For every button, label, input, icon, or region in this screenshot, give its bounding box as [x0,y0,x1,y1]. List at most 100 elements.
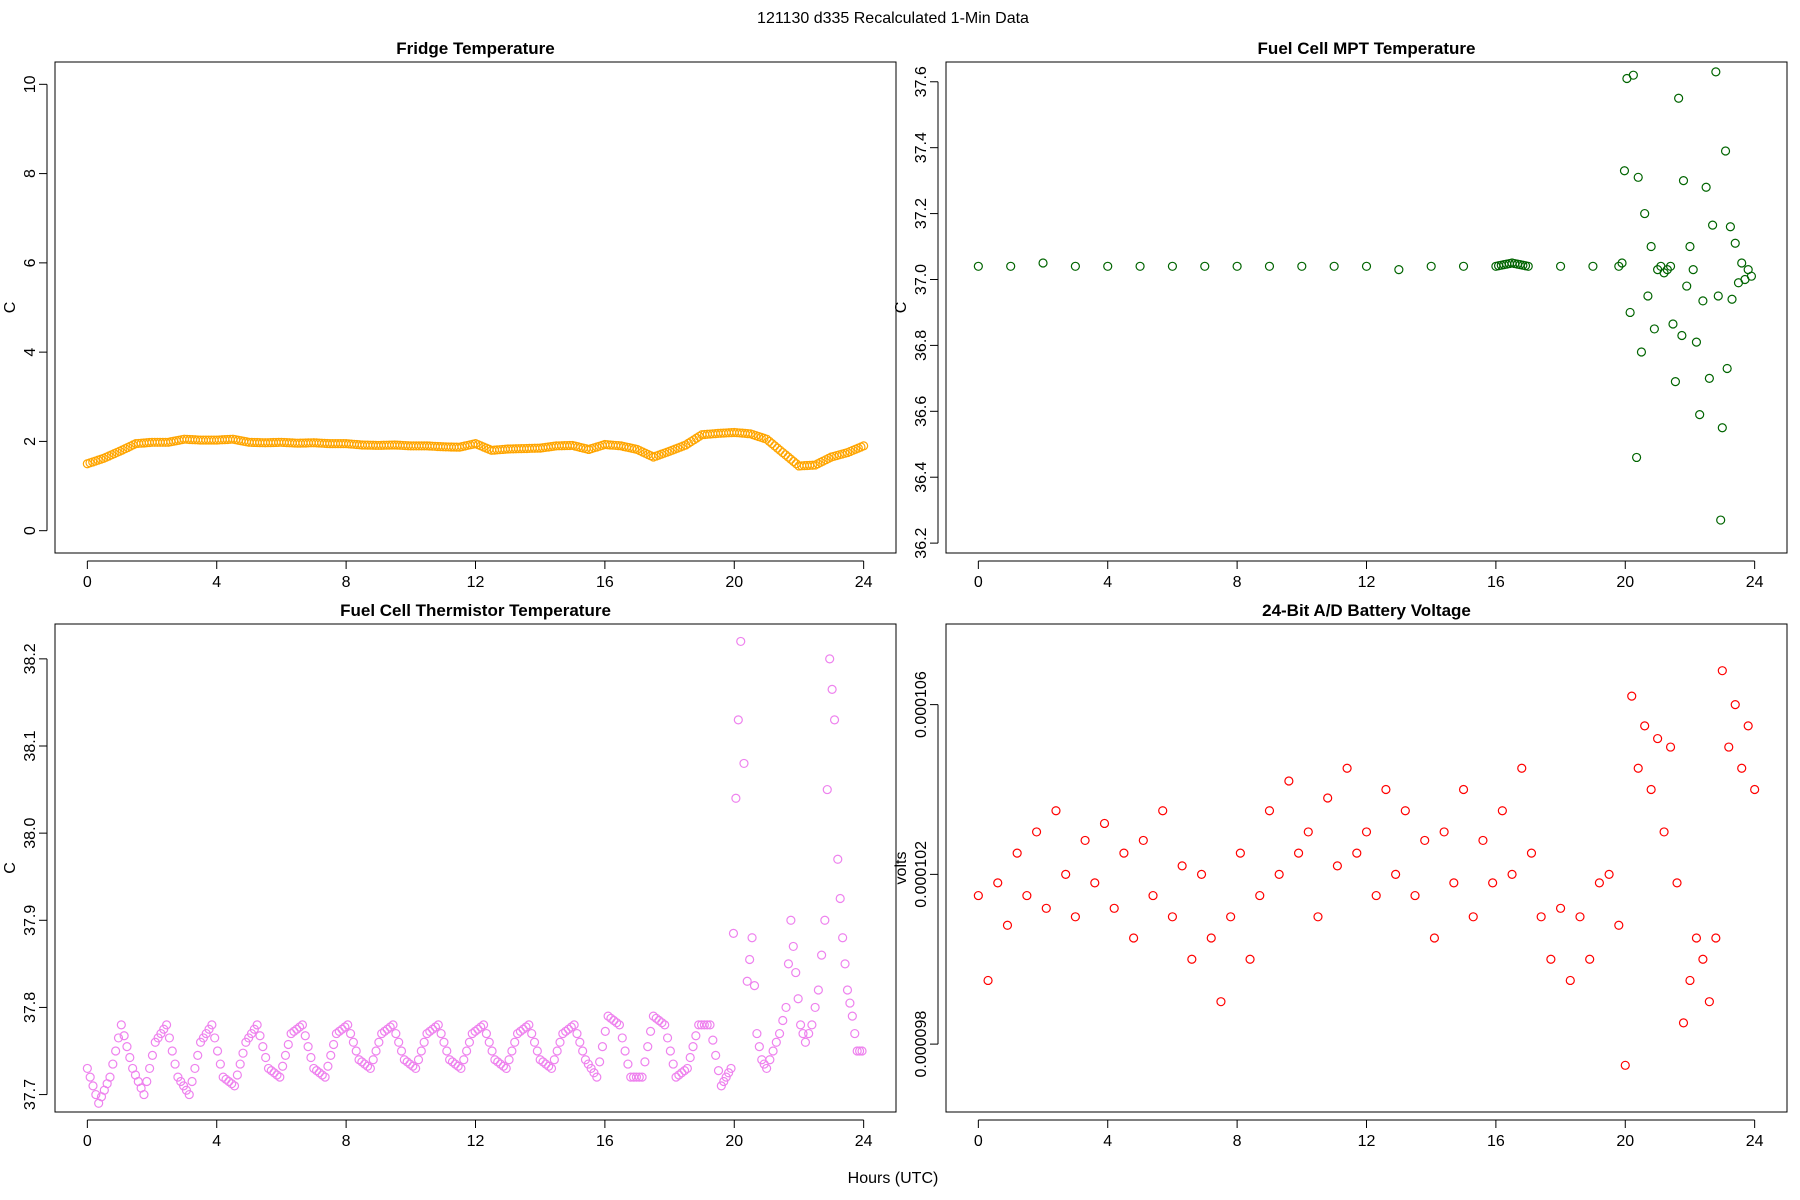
data-point-battery [1497,806,1507,816]
data-point-battery [1724,742,1734,752]
data-point-thermistor [413,1055,424,1065]
data-point-thermistor [800,1037,811,1047]
data-point-thermistor [484,1037,494,1047]
data-point-thermistor [278,1061,288,1071]
data-point-thermistor [835,893,845,904]
data-point-thermistor [453,1061,463,1071]
panel-title-mpt: Fuel Cell MPT Temperature [1258,39,1476,58]
data-point-mpt [1038,258,1048,268]
data-point-mpt [1670,377,1681,387]
data-point-thermistor [411,1063,421,1074]
data-point-thermistor [405,1059,415,1069]
data-point-thermistor [170,1059,180,1069]
x-tick-label-fridge-5: 20 [725,574,743,591]
data-point-battery [1659,827,1669,837]
data-point-thermistor [408,1061,418,1071]
y-tick-label-mpt-1: 36.4 [913,462,930,493]
data-point-battery [1177,861,1187,871]
data-point-thermistor [357,1057,367,1067]
data-point-thermistor [728,928,739,938]
x-tick-label-thermistor-6: 24 [855,1133,873,1150]
data-point-thermistor [470,1026,480,1036]
data-point-thermistor [145,1063,155,1074]
data-point-battery [1002,920,1013,930]
data-point-mpt [1716,515,1726,525]
data-point-thermistor [575,1037,585,1047]
data-point-thermistor [838,933,848,943]
data-point-thermistor [845,998,855,1008]
data-point-battery [1061,869,1071,879]
data-point-thermistor [759,1059,769,1069]
data-point-thermistor [745,954,755,965]
data-point-mpt [1361,261,1372,271]
x-tick-label-fridge-3: 12 [467,574,485,591]
data-point-fridge [780,450,791,460]
data-point-battery [1526,848,1537,858]
x-tick-label-battery-0: 0 [974,1133,983,1150]
data-point-thermistor [317,1070,327,1080]
data-point-thermistor [558,1028,568,1039]
data-point-battery [1022,890,1032,901]
data-point-mpt [1619,166,1630,176]
data-point-fridge [783,452,793,462]
data-point-thermistor [382,1024,392,1034]
x-tick-label-mpt-0: 0 [974,574,983,591]
data-point-mpt [1698,296,1708,306]
data-point-thermistor [374,1037,384,1047]
panel-title-thermistor: Fuel Cell Thermistor Temperature [340,601,611,620]
data-point-thermistor [433,1020,443,1030]
data-point-battery [1371,890,1381,901]
data-point-thermistor [515,1026,525,1036]
y-tick-label-fridge-2: 4 [22,348,39,357]
data-point-battery [1704,997,1714,1007]
data-point-mpt [1426,261,1436,271]
data-point-thermistor [190,1063,200,1074]
data-point-thermistor [300,1031,310,1041]
y-tick-label-mpt-6: 37.4 [913,132,930,163]
data-point-thermistor [334,1026,344,1036]
data-point-thermistor [840,959,850,969]
data-point-battery [993,878,1003,888]
data-point-thermistor [852,1046,862,1056]
data-point-thermistor [716,1081,726,1091]
x-tick-label-battery-4: 16 [1487,1133,1505,1150]
data-point-mpt [1678,176,1689,186]
data-point-mpt [1737,258,1747,268]
data-point-thermistor [227,1079,237,1089]
x-tick-label-mpt-6: 24 [1746,574,1764,591]
data-point-thermistor [510,1037,520,1047]
data-point-battery [1361,827,1372,837]
data-point-thermistor [476,1022,486,1032]
data-point-battery [1332,861,1342,871]
data-point-mpt [1685,241,1695,252]
data-point-thermistor [569,1020,579,1030]
data-point-battery [1565,975,1575,986]
data-point-mpt [1695,409,1705,420]
data-point-thermistor [218,1072,228,1082]
data-point-mpt [1297,261,1307,271]
data-point-thermistor [810,1002,820,1013]
data-point-thermistor [842,985,853,995]
data-point-thermistor [111,1046,121,1056]
data-point-thermistor [555,1037,565,1047]
data-point-battery [1420,835,1430,846]
data-point-thermistor [416,1046,426,1056]
data-point-battery [1604,869,1614,879]
data-point-mpt [973,261,983,271]
data-point-thermistor [142,1076,152,1087]
figure-title: 121130 d335 Recalculated 1-Min Data [757,10,1029,27]
data-point-thermistor [224,1076,234,1087]
data-point-thermistor [85,1072,95,1082]
data-point-thermistor [507,1046,517,1056]
data-point-mpt [1628,70,1638,80]
x-tick-label-thermistor-4: 16 [596,1133,614,1150]
data-point-thermistor [235,1059,245,1069]
plot-frame-battery [945,623,1788,1113]
data-point-fridge [770,441,780,451]
data-point-thermistor [394,1037,404,1047]
data-point-battery [1012,848,1022,858]
data-point-battery [1041,903,1051,913]
data-point-thermistor [774,1028,785,1039]
